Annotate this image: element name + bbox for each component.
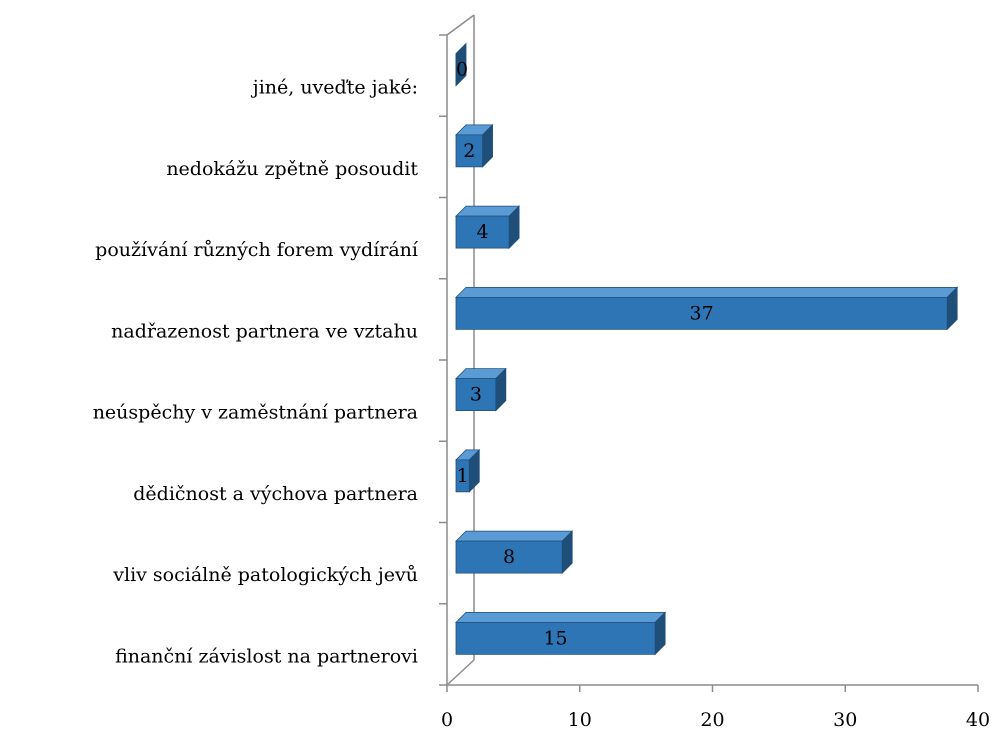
bar-top xyxy=(455,286,959,298)
y-tick-label: nedokážu zpětně posoudit xyxy=(166,158,418,180)
value-label: 37 xyxy=(689,302,713,324)
bar-front xyxy=(455,215,510,249)
y-tick-label: nadřazenost partnera ve vztahu xyxy=(111,320,418,342)
value-label: 2 xyxy=(463,140,475,162)
bar-front xyxy=(455,296,948,330)
bar xyxy=(455,205,521,250)
bar-front xyxy=(455,378,497,412)
bar-top xyxy=(455,205,521,217)
value-label: 8 xyxy=(503,546,515,568)
bar xyxy=(455,42,467,87)
value-label: 3 xyxy=(470,384,482,406)
value-label: 15 xyxy=(543,627,567,649)
bar xyxy=(455,448,481,493)
bar-front xyxy=(455,540,563,574)
x-tick-label: 30 xyxy=(833,709,857,731)
y-tick-label: používání různých forem vydírání xyxy=(95,239,419,261)
x-tick-label: 10 xyxy=(568,709,592,731)
y-tick-label: jiné, uveďte jaké: xyxy=(251,77,418,99)
axis-walls xyxy=(446,14,978,686)
y-tick-label: finanční závislost na partnerovi xyxy=(115,645,418,667)
x-tick-label: 40 xyxy=(966,709,990,731)
wall-edge xyxy=(446,14,475,36)
x-tick-label: 0 xyxy=(441,709,453,731)
y-tick-label: dědičnost a výchova partnera xyxy=(133,483,418,505)
bar xyxy=(455,611,667,656)
bar-top xyxy=(455,530,574,542)
bar xyxy=(455,367,507,412)
bar xyxy=(455,530,574,575)
value-label: 4 xyxy=(477,221,489,243)
bar-front xyxy=(455,621,656,655)
bar-front xyxy=(455,134,483,168)
bar xyxy=(455,286,959,331)
y-tick-label: vliv sociálně patologických jevů xyxy=(112,564,418,586)
bar-front xyxy=(455,459,470,493)
y-tick-label: neúspěchy v zaměstnání partnera xyxy=(93,402,418,424)
floor-edge xyxy=(446,659,475,686)
value-label: 0 xyxy=(456,59,468,81)
value-label: 1 xyxy=(457,465,469,487)
bar xyxy=(455,123,494,168)
bar-top xyxy=(455,611,667,623)
x-tick-label: 20 xyxy=(700,709,724,731)
